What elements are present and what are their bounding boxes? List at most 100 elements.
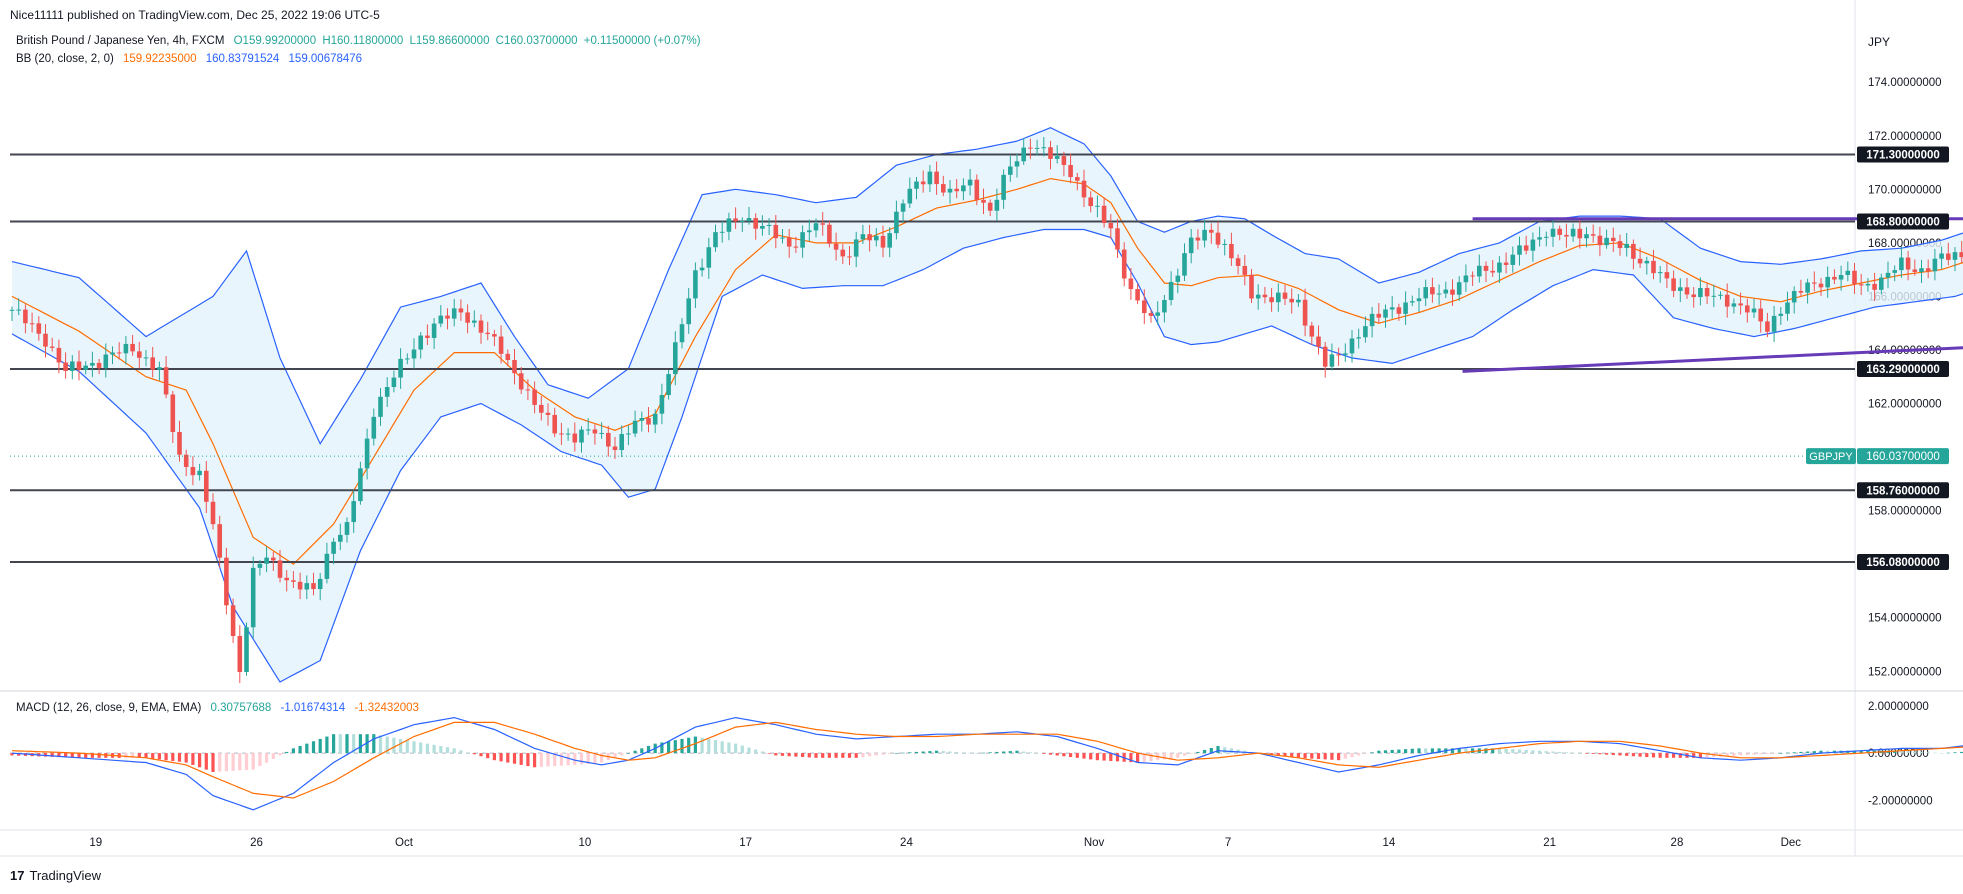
time-tick-label: 24: [900, 837, 913, 849]
macd-histogram-bar: [1752, 753, 1756, 755]
macd-histogram-bar: [1658, 753, 1662, 758]
candle: [224, 547, 229, 615]
time-tick-label: 7: [1225, 837, 1231, 849]
candle: [1175, 268, 1181, 294]
symbol-legend: British Pound / Japanese Yen, 4h, FXCM O…: [16, 35, 707, 47]
macd-histogram-bar: [1089, 753, 1093, 760]
candle: [1410, 295, 1415, 307]
macd-histogram-bar: [720, 741, 724, 754]
symbol-tag-bg: [1806, 448, 1856, 465]
candle: [579, 426, 584, 453]
macd-histogram-bar: [1270, 753, 1274, 755]
candle: [1430, 277, 1435, 303]
candle-body: [271, 557, 276, 561]
tradingview-name: TradingView: [29, 868, 102, 883]
macd-histogram-bar: [1571, 752, 1575, 754]
macd-histogram-bar: [499, 753, 503, 762]
candle: [1014, 154, 1020, 178]
macd-histogram-bar: [1357, 753, 1361, 756]
macd-histogram-bar: [546, 753, 550, 767]
candle-body: [1289, 298, 1294, 303]
macd-histogram-bar: [1417, 748, 1421, 754]
macd-signal-value: -1.32432003: [354, 702, 419, 714]
macd-histogram-bar: [579, 753, 584, 765]
macd-histogram-bar: [1906, 751, 1910, 754]
macd-histogram-bar: [995, 751, 999, 754]
macd-histogram-bar: [332, 734, 336, 754]
macd-histogram-bar: [975, 753, 979, 754]
candle-body: [1865, 283, 1871, 286]
macd-histogram-bar: [177, 753, 182, 762]
macd-histogram-bar: [1337, 753, 1341, 761]
candle: [619, 425, 624, 458]
candle-body: [478, 320, 484, 333]
candle-body: [398, 358, 403, 378]
candle: [358, 461, 363, 505]
candle-body: [1771, 315, 1777, 332]
macd-histogram-bar: [1692, 753, 1696, 758]
candle: [1724, 283, 1730, 318]
macd-histogram-bar: [1718, 753, 1723, 757]
candle-body: [1597, 235, 1603, 246]
macd-histogram-bar: [1631, 753, 1635, 757]
candle-body: [760, 226, 765, 229]
candle: [1021, 138, 1026, 165]
macd-histogram-bar: [1618, 753, 1622, 756]
macd-histogram-bar: [1772, 753, 1776, 754]
candle-body: [699, 267, 705, 271]
candle-body: [1336, 354, 1341, 356]
candle-body: [639, 418, 645, 421]
candle: [1235, 254, 1241, 275]
candle: [1383, 304, 1388, 328]
candle: [1262, 286, 1268, 304]
candle-body: [1952, 252, 1958, 260]
macd-tick-label: -2.00000000: [1868, 795, 1933, 807]
candle-body: [1590, 234, 1596, 236]
candle-body: [1745, 305, 1750, 313]
candle: [190, 456, 196, 486]
macd-histogram-bar: [533, 753, 537, 768]
candle-body: [1798, 291, 1804, 293]
macd-histogram-bar: [1182, 753, 1187, 756]
macd-histogram-bar: [171, 753, 175, 761]
candle: [1450, 279, 1455, 306]
candle: [813, 218, 819, 238]
candle: [1946, 242, 1951, 266]
macd-histogram-bar: [345, 734, 349, 754]
macd-histogram-bar: [1859, 750, 1863, 754]
candle-body: [1403, 302, 1408, 314]
candle: [699, 258, 705, 277]
candle: [1075, 172, 1080, 191]
tradingview-brand[interactable]: 17 TradingView: [10, 868, 101, 883]
candle: [1101, 197, 1107, 228]
candle: [673, 331, 678, 386]
macd-histogram-bar: [1759, 753, 1763, 755]
candle-body: [1001, 174, 1006, 200]
candle: [371, 408, 377, 446]
candle: [1798, 279, 1804, 297]
candle-body: [599, 432, 604, 434]
level-price-label-bg: [1857, 554, 1949, 571]
level-price-label: 168.80000000: [1866, 216, 1940, 228]
macd-tick-label: 0.00000000: [1868, 748, 1929, 760]
candle-body: [807, 230, 812, 233]
candle-body: [1108, 223, 1114, 229]
macd-histogram-bar: [1176, 753, 1180, 758]
candle-body: [485, 332, 490, 335]
macd-histogram-bar: [1129, 753, 1133, 763]
candle-body: [860, 234, 866, 240]
candle: [525, 379, 531, 401]
candle-body: [1905, 257, 1911, 270]
candle-body: [1128, 278, 1134, 290]
candle: [398, 348, 403, 389]
candle: [1329, 343, 1335, 371]
candle-body: [606, 432, 611, 447]
candle-body: [1021, 147, 1026, 162]
candle-body: [1014, 161, 1020, 167]
candle: [726, 212, 732, 241]
candle: [1255, 284, 1261, 310]
candle-body: [827, 224, 832, 244]
candle-body: [1899, 257, 1904, 271]
candle-body: [1242, 265, 1248, 275]
